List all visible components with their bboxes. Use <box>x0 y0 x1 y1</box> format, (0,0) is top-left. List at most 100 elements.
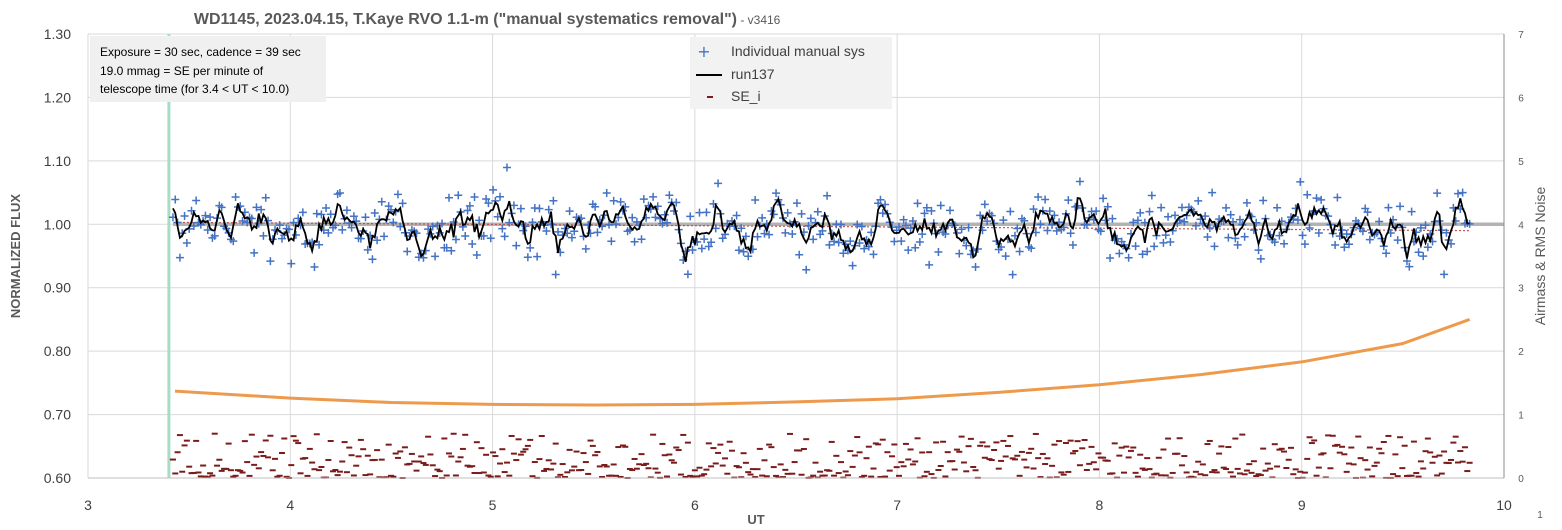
flux-point <box>734 246 743 255</box>
flux-point <box>1454 189 1463 198</box>
flux-point <box>284 225 293 234</box>
flux-point <box>310 263 319 272</box>
flux-point <box>261 193 270 202</box>
flux-point <box>1050 211 1059 220</box>
flux-point <box>470 193 479 202</box>
flux-point <box>1358 227 1367 236</box>
flux-point <box>788 229 797 238</box>
flux-point <box>1235 215 1244 224</box>
flux-point <box>688 245 697 254</box>
flux-point <box>1275 231 1284 240</box>
flux-point <box>1068 240 1077 249</box>
flux-point <box>1164 212 1173 221</box>
flux-point <box>1375 217 1384 226</box>
legend-background <box>690 37 892 109</box>
flux-point <box>1106 254 1115 263</box>
flux-point <box>1143 247 1152 256</box>
flux-point <box>238 216 247 225</box>
flux-point <box>804 221 813 230</box>
flux-point <box>1393 236 1402 245</box>
flux-point <box>454 191 463 200</box>
flux-point <box>1194 196 1203 205</box>
flux-point <box>737 224 746 233</box>
y-tick-label: 1.10 <box>44 153 71 169</box>
flux-point <box>1075 177 1084 186</box>
flux-point <box>368 255 377 264</box>
flux-point <box>1423 243 1432 252</box>
flux-point <box>1421 221 1430 230</box>
corner-label: 1 <box>1537 510 1543 521</box>
flux-point <box>607 237 616 246</box>
flux-point <box>326 210 335 219</box>
flux-point <box>217 203 226 212</box>
flux-point <box>479 231 488 240</box>
flux-point <box>512 241 521 250</box>
flux-point <box>1382 249 1391 258</box>
flux-point <box>1064 196 1073 205</box>
flux-point <box>1233 240 1242 249</box>
flux-point <box>175 253 184 262</box>
flux-point <box>964 223 973 232</box>
flux-point <box>500 232 509 241</box>
flux-point <box>1205 223 1214 232</box>
flux-point <box>1001 252 1010 261</box>
flux-point <box>683 270 692 279</box>
flux-point <box>342 206 351 215</box>
flux-point <box>254 219 263 228</box>
flux-point <box>324 228 333 237</box>
flux-point <box>259 231 268 240</box>
y-tick-label: 1.00 <box>44 216 71 232</box>
flux-point <box>1293 216 1302 225</box>
flux-point <box>266 257 275 266</box>
flux-point <box>1191 221 1200 230</box>
flux-point <box>758 213 767 222</box>
flux-point <box>1006 207 1015 216</box>
flux-point <box>505 218 514 227</box>
flux-point <box>1101 216 1110 225</box>
flux-point <box>700 235 709 244</box>
flux-point <box>431 252 440 261</box>
flux-point <box>797 209 806 218</box>
flux-point <box>890 237 899 246</box>
flux-point <box>651 213 660 222</box>
flux-point <box>1331 241 1340 250</box>
flux-point <box>1203 233 1212 242</box>
flux-point <box>876 195 885 204</box>
axes: 3 4 5 6 7 8 9 100.600.700.800.901.001.101.201.3… <box>44 26 1524 513</box>
flux-point <box>630 237 639 246</box>
flux-point <box>567 233 576 242</box>
flux-point <box>468 240 477 249</box>
flux-point <box>315 240 324 249</box>
flux-point <box>1045 207 1054 216</box>
flux-point <box>765 230 774 239</box>
flux-point <box>509 201 518 210</box>
flux-point <box>1365 235 1374 244</box>
flux-point <box>1171 211 1180 220</box>
flux-point <box>894 222 903 231</box>
flux-point <box>393 190 402 199</box>
annotation-line-3: telescope time (for 3.4 < UT < 10.0) <box>100 82 289 96</box>
flux-point <box>707 238 716 247</box>
flux-point <box>702 208 711 217</box>
flux-point <box>1201 212 1210 221</box>
y-axis-label: NORMALIZED FLUX <box>8 194 23 319</box>
flux-point <box>331 221 340 230</box>
y-tick-label: 1.20 <box>44 89 71 105</box>
flux-point <box>1096 227 1105 236</box>
flux-point <box>1157 203 1166 212</box>
flux-point <box>1416 223 1425 232</box>
flux-point <box>1159 238 1168 247</box>
flux-point <box>605 220 614 229</box>
flux-point <box>711 224 720 233</box>
flux-point <box>792 199 801 208</box>
flux-point <box>1129 218 1138 227</box>
flux-point <box>1150 242 1159 251</box>
y2-tick-label: 0 <box>1518 474 1524 485</box>
flux-point <box>298 208 307 217</box>
flux-point <box>338 225 347 234</box>
flux-point <box>795 250 804 259</box>
flux-point <box>203 225 212 234</box>
flux-point <box>1092 207 1101 216</box>
flux-point <box>1131 242 1140 251</box>
flux-point <box>955 249 964 258</box>
